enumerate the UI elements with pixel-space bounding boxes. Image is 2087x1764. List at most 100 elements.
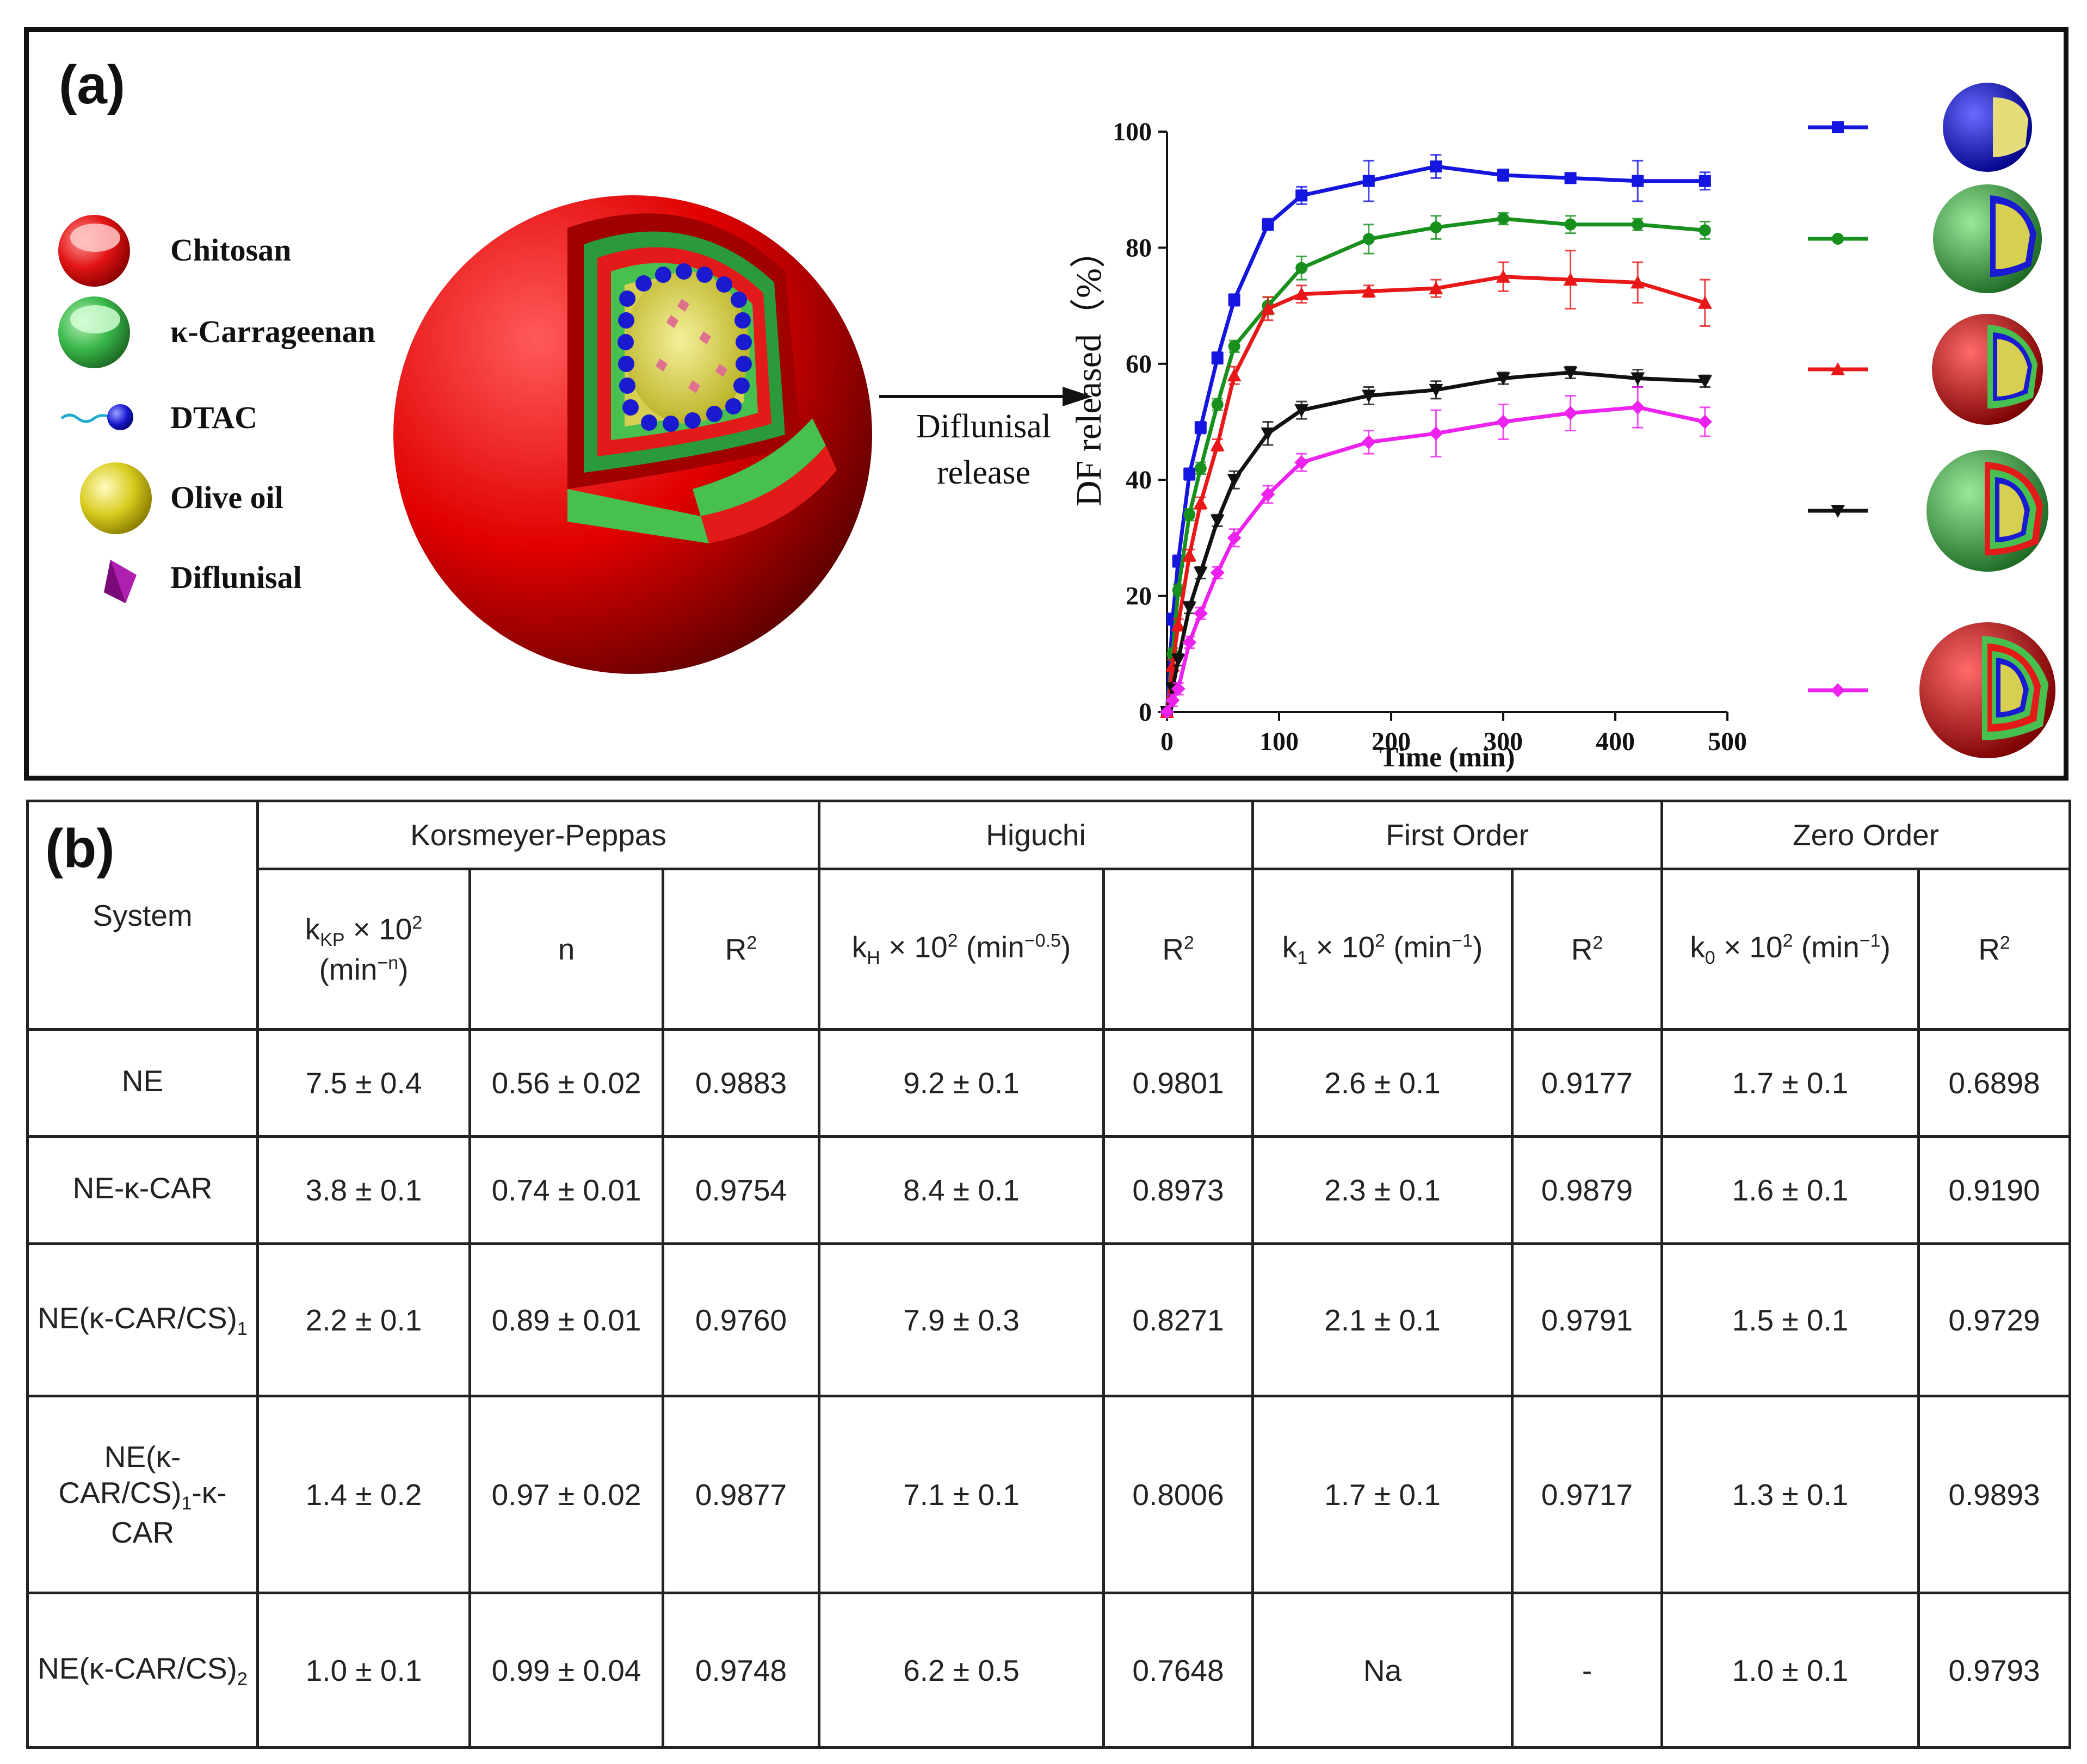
r2-first-cell: 0.9177 (1511, 1028, 1664, 1138)
data-point (1294, 455, 1309, 470)
data-point (1182, 635, 1197, 649)
table-row: NE-κ-CAR 3.8 ± 0.1 0.74 ± 0.01 0.9754 8.… (26, 1135, 2072, 1245)
carrageenan-shell-icon (58, 296, 130, 368)
diflunisal-crystal-icon (104, 560, 137, 603)
r2-h-cell: 0.8006 (1102, 1395, 1255, 1594)
system-cell: NE(κ-CAR/CS)2 (26, 1592, 259, 1749)
header-k0: k0 × 102 (min−1) (1660, 868, 1921, 1031)
kkp-cell: 3.8 ± 0.1 (256, 1135, 471, 1245)
y-tick-label: 100 (1113, 117, 1152, 146)
header-r2-first: R2 (1511, 868, 1664, 1031)
r2-zero-cell: 0.9190 (1917, 1135, 2072, 1245)
data-point (1227, 368, 1242, 382)
data-point (1211, 398, 1224, 411)
x-tick-label: 300 (1484, 727, 1523, 756)
system-cell: NE(κ- CAR/CS)1-κ- CAR (26, 1395, 259, 1594)
kkp-cell: 7.5 ± 0.4 (256, 1028, 471, 1138)
r2-kp-cell: 0.9754 (661, 1135, 821, 1245)
data-point (1171, 653, 1185, 667)
kh-cell: 7.9 ± 0.3 (818, 1242, 1106, 1397)
x-tick-label: 200 (1372, 727, 1411, 756)
nanocapsule-cutaway-illustration (393, 195, 872, 674)
legend-label-chitosan: Chitosan (170, 232, 291, 268)
r2-h-cell: 0.8271 (1102, 1242, 1255, 1397)
data-point (1295, 189, 1308, 202)
data-point (1193, 606, 1208, 621)
data-point (1171, 682, 1185, 696)
x-tick-label: 100 (1259, 727, 1299, 756)
data-point (1171, 617, 1185, 631)
k1-cell: Na (1251, 1592, 1514, 1749)
y-tick-label: 20 (1126, 582, 1152, 611)
data-point (1697, 295, 1712, 309)
header-kkp: kKP × 102 (min−n) (256, 868, 471, 1031)
release-profile-chart: 0 100 200 300 400 500 0 20 40 60 80 100 DF released… (1069, 117, 1747, 773)
x-tick-label: 400 (1596, 727, 1635, 756)
table-row: NE(κ- CAR/CS)1-κ- CAR 1.4 ± 0.2 0.97 ± 0… (26, 1395, 2072, 1594)
data-point (1210, 514, 1225, 528)
header-kh: kH × 102 (min−0.5) (818, 868, 1106, 1031)
y-tick-label: 80 (1126, 233, 1152, 262)
header-korsmeyer-peppas: Korsmeyer-Peppas (256, 800, 821, 870)
legend-label-dtac: DTAC (170, 400, 257, 435)
kh-cell: 7.1 ± 0.1 (818, 1395, 1106, 1594)
data-point (1429, 383, 1443, 397)
data-point (1228, 340, 1240, 352)
data-point (1631, 400, 1645, 414)
data-point (1563, 273, 1578, 286)
data-point (1564, 218, 1577, 231)
data-point (1632, 175, 1644, 187)
kh-cell: 8.4 ± 0.1 (818, 1135, 1106, 1245)
k0-cell: 1.0 ± 0.1 (1660, 1592, 1921, 1749)
header-n: n (468, 868, 664, 1031)
data-point (1261, 301, 1275, 315)
k0-cell: 1.5 ± 0.1 (1660, 1242, 1921, 1397)
y-tick-label: 60 (1126, 350, 1152, 379)
r2-zero-cell: 0.6898 (1917, 1028, 2072, 1138)
legend-label-olive-oil: Olive oil (170, 480, 283, 515)
r2-h-cell: 0.8973 (1102, 1135, 1255, 1245)
data-point (1227, 474, 1242, 487)
data-point (1497, 169, 1509, 182)
data-point (1631, 275, 1645, 289)
data-point (1183, 509, 1196, 521)
data-point (1194, 422, 1207, 434)
r2-first-cell: 0.9879 (1511, 1135, 1664, 1245)
r2-h-cell: 0.7648 (1102, 1592, 1255, 1749)
data-point (1211, 352, 1224, 364)
k0-cell: 1.6 ± 0.1 (1660, 1135, 1921, 1245)
data-point (1165, 693, 1180, 708)
table-row: NE 7.5 ± 0.4 0.56 ± 0.02 0.9883 9.2 ± 0.… (26, 1028, 2072, 1138)
data-point (1430, 160, 1442, 173)
series-ne-car-cs-1-car (1160, 366, 1712, 719)
arrow-label-line1: Diflunisal (916, 408, 1051, 445)
table-row: NE(κ-CAR/CS)2 1.0 ± 0.1 0.99 ± 0.04 0.97… (26, 1592, 2072, 1749)
data-point (1697, 375, 1712, 388)
data-point (1182, 548, 1197, 561)
schematic-ne-kcar-icon (1933, 184, 2042, 293)
data-point (1564, 172, 1577, 184)
series-ne-car-cs-2 (1160, 386, 1712, 719)
release-arrow (879, 387, 1092, 406)
n-cell: 0.74 ± 0.01 (468, 1135, 664, 1245)
legend-label-diflunisal: Diflunisal (170, 560, 302, 595)
k1-cell: 2.6 ± 0.1 (1251, 1028, 1514, 1138)
n-cell: 0.56 ± 0.02 (468, 1028, 664, 1138)
y-axis-label: DF released（%） (1069, 232, 1109, 506)
schematic-ne-icon (1943, 83, 2032, 172)
k0-cell: 1.3 ± 0.1 (1660, 1395, 1921, 1594)
header-zero-order: Zero Order (1660, 800, 2072, 870)
data-point (1430, 221, 1442, 234)
n-cell: 0.97 ± 0.02 (468, 1395, 664, 1594)
data-point (1362, 233, 1375, 245)
y-tick-label: 40 (1126, 466, 1152, 494)
data-point (1832, 233, 1844, 245)
data-point (1631, 372, 1645, 386)
chitosan-shell-icon (58, 215, 130, 287)
header-r2-h: R2 (1102, 868, 1255, 1031)
data-point (1496, 414, 1510, 429)
system-cell: NE (26, 1028, 259, 1138)
data-point (1831, 683, 1845, 697)
x-tick-label: 500 (1708, 727, 1747, 756)
arrow-label-line2: release (936, 454, 1031, 491)
